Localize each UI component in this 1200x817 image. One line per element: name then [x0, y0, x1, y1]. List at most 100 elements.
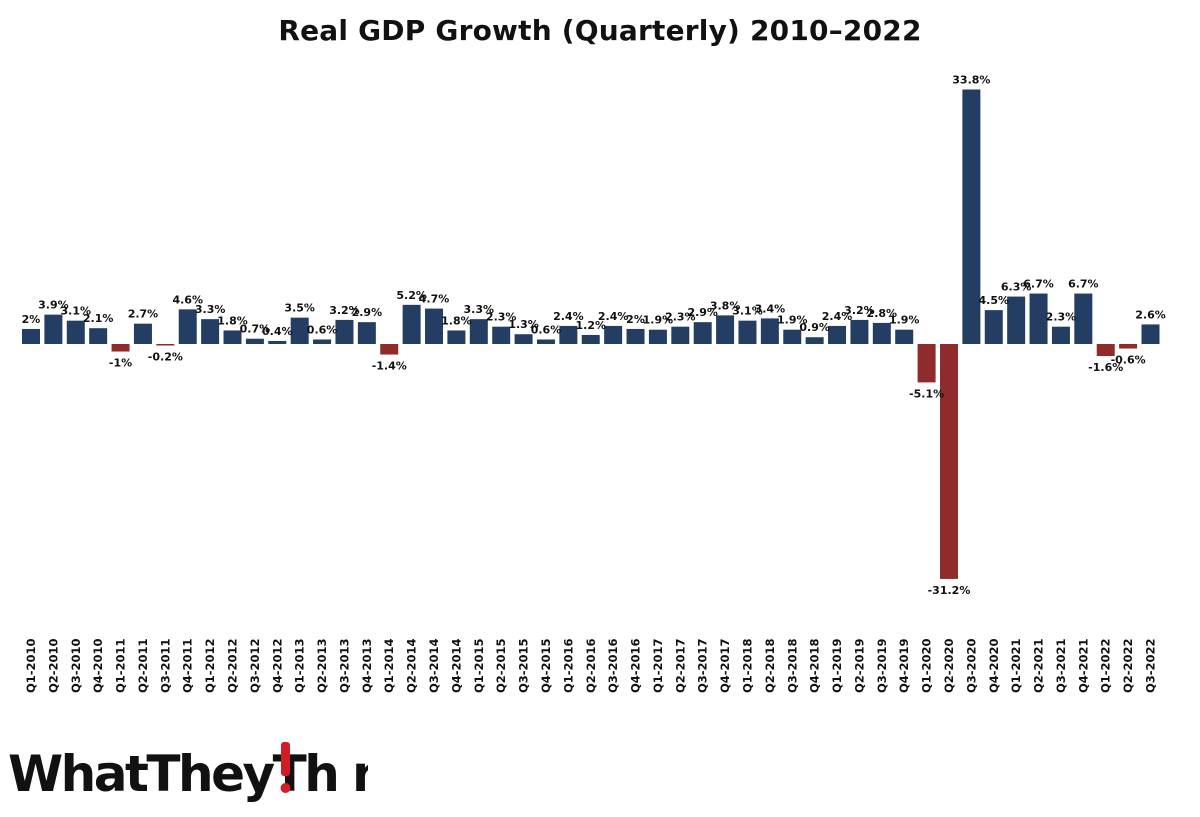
bar-Q1-2020: [917, 344, 936, 383]
bar-Q1-2012: [201, 319, 220, 344]
bar-Q4-2013: [357, 322, 376, 344]
data-label-Q4-2021: 6.7%: [1068, 278, 1099, 291]
data-label-Q2-2013: 0.6%: [307, 323, 338, 336]
x-tick-label-Q1-2017: Q1-2017: [651, 638, 665, 693]
data-label-Q1-2015: 3.3%: [464, 303, 495, 316]
bar-Q4-2018: [805, 337, 824, 344]
x-tick-label-Q1-2020: Q1-2020: [920, 638, 934, 693]
data-label-Q1-2022: -1.6%: [1088, 361, 1123, 374]
data-label-Q2-2012: 1.8%: [217, 314, 248, 327]
bar-Q2-2011: [133, 323, 152, 344]
data-label-Q3-2017: 2.9%: [687, 306, 718, 319]
x-tick-label-Q1-2021: Q1-2021: [1009, 638, 1023, 693]
bar-Q3-2017: [693, 322, 712, 344]
data-label-Q4-2011: 4.6%: [172, 293, 203, 306]
x-tick-label-Q2-2013: Q2-2013: [315, 638, 329, 693]
bar-Q4-2019: [895, 329, 914, 344]
x-tick-label-Q1-2019: Q1-2019: [830, 638, 844, 693]
x-tick-label-Q1-2012: Q1-2012: [203, 638, 217, 693]
data-label-Q1-2017: 1.9%: [643, 314, 674, 327]
data-label-Q4-2013: 2.9%: [352, 306, 383, 319]
bar-Q4-2020: [984, 310, 1003, 344]
bar-Q3-2012: [245, 338, 264, 344]
x-tick-label-Q1-2014: Q1-2014: [382, 638, 396, 693]
logo-exclamation-bar: [281, 742, 290, 776]
logo-i-placeholder: ı: [337, 745, 352, 802]
bar-Q3-2022: [1141, 324, 1160, 344]
x-tick-label-Q4-2012: Q4-2012: [270, 638, 284, 693]
bar-Q4-2016: [626, 328, 645, 344]
data-label-Q4-2018: 0.9%: [799, 321, 830, 334]
data-label-Q2-2015: 2.3%: [486, 311, 517, 324]
bar-Q2-2013: [313, 339, 332, 344]
data-label-Q2-2020: -31.2%: [928, 584, 971, 597]
bar-Q1-2013: [290, 317, 309, 344]
bar-Q3-2020: [962, 89, 981, 345]
x-tick-label-Q1-2013: Q1-2013: [293, 638, 307, 693]
bar-Q3-2010: [66, 320, 85, 344]
x-tick-label-Q3-2015: Q3-2015: [517, 638, 531, 693]
x-tick-label-Q4-2021: Q4-2021: [1076, 638, 1090, 693]
data-label-Q1-2011: -1%: [109, 357, 132, 370]
bar-Q3-2011: [156, 344, 175, 346]
x-tick-label-Q2-2010: Q2-2010: [46, 638, 60, 693]
data-label-Q1-2021: 6.3%: [1001, 281, 1032, 294]
data-label-Q4-2010: 2.1%: [83, 312, 114, 325]
bar-Q2-2010: [44, 314, 63, 344]
data-label-Q1-2019: 2.4%: [822, 310, 853, 323]
x-tick-label-Q2-2019: Q2-2019: [852, 638, 866, 693]
data-labels-layer: 2%3.9%3.1%2.1%-1%2.7%-0.2%4.6%3.3%1.8%0.…: [22, 73, 1166, 596]
bar-Q1-2010: [22, 328, 40, 344]
x-tick-label-Q3-2017: Q3-2017: [696, 638, 710, 693]
data-label-Q1-2012: 3.3%: [195, 303, 226, 316]
bar-Q3-2016: [604, 325, 623, 344]
x-tick-label-Q4-2017: Q4-2017: [718, 638, 732, 693]
x-tick-label-Q2-2012: Q2-2012: [226, 638, 240, 693]
x-tick-label-Q4-2018: Q4-2018: [808, 638, 822, 693]
x-tick-label-Q3-2020: Q3-2020: [964, 638, 978, 693]
bar-Q1-2011: [111, 344, 130, 352]
data-label-Q3-2021: 2.3%: [1046, 311, 1077, 324]
bar-Q2-2014: [402, 304, 421, 344]
x-tick-label-Q3-2022: Q3-2022: [1144, 638, 1158, 693]
x-tick-label-Q3-2012: Q3-2012: [248, 638, 262, 693]
bar-Q2-2021: [1029, 293, 1048, 344]
data-label-Q2-2017: 2.3%: [665, 311, 696, 324]
x-tick-label-Q2-2021: Q2-2021: [1032, 638, 1046, 693]
bars-layer: [22, 89, 1160, 579]
x-tick-label-Q1-2018: Q1-2018: [740, 638, 754, 693]
bar-Q2-2022: [1119, 344, 1138, 349]
bar-Q4-2021: [1074, 293, 1093, 344]
bar-Q4-2014: [447, 330, 466, 344]
bar-Q3-2021: [1051, 326, 1070, 344]
x-tick-label-Q4-2020: Q4-2020: [987, 638, 1001, 693]
data-label-Q3-2020: 33.8%: [952, 73, 990, 86]
bar-Q4-2010: [89, 328, 108, 344]
x-tick-label-Q3-2019: Q3-2019: [875, 638, 889, 693]
x-tick-label-Q2-2014: Q2-2014: [405, 638, 419, 693]
data-label-Q3-2014: 4.7%: [419, 293, 450, 306]
data-label-Q2-2021: 6.7%: [1023, 278, 1054, 291]
chart-title: Real GDP Growth (Quarterly) 2010–2022: [278, 14, 922, 47]
data-label-Q3-2018: 1.9%: [777, 314, 808, 327]
data-label-Q3-2012: 0.7%: [240, 323, 271, 336]
logo-exclamation-dot: [280, 783, 291, 793]
x-tick-label-Q3-2021: Q3-2021: [1054, 638, 1068, 693]
data-label-Q4-2012: 0.4%: [262, 325, 293, 338]
x-tick-label-Q4-2019: Q4-2019: [897, 638, 911, 693]
data-label-Q4-2019: 1.9%: [889, 314, 920, 327]
x-tick-label-Q2-2020: Q2-2020: [942, 638, 956, 693]
bar-Q2-2020: [939, 344, 958, 579]
data-label-Q1-2018: 3.1%: [732, 305, 763, 318]
data-label-Q4-2020: 4.5%: [979, 294, 1010, 307]
bar-Q4-2017: [716, 315, 735, 344]
x-tick-label-Q2-2017: Q2-2017: [673, 638, 687, 693]
data-label-Q3-2010: 3.1%: [61, 305, 92, 318]
x-tick-label-Q2-2011: Q2-2011: [136, 638, 150, 693]
x-tick-labels-layer: Q1-2010 Q2-2010 Q3-2010 Q4-2010 Q1-2011 Q2-20…: [24, 638, 1158, 693]
data-label-Q3-2022: 2.6%: [1135, 308, 1166, 321]
bar-Q2-2017: [671, 326, 690, 344]
data-label-Q2-2011: 2.7%: [128, 308, 159, 321]
x-tick-label-Q2-2016: Q2-2016: [584, 638, 598, 693]
data-label-Q2-2022: -0.6%: [1111, 354, 1146, 367]
